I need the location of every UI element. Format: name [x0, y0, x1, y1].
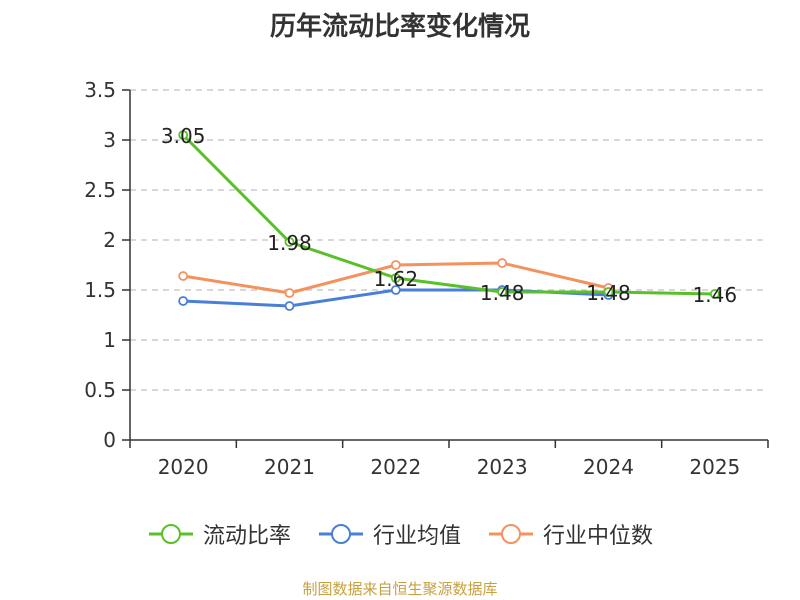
source-note: 制图数据来自恒生聚源数据库 — [302, 580, 498, 598]
data-label: 1.98 — [267, 231, 312, 255]
data-label: 1.48 — [480, 281, 525, 305]
legend: 流动比率 行业均值 行业中位数 — [0, 518, 800, 550]
y-tick-label: 1 — [103, 328, 116, 352]
x-tick-label: 2025 — [689, 455, 740, 479]
data-point — [284, 237, 295, 247]
data-point — [284, 301, 295, 311]
y-tick-label: 3.5 — [84, 78, 116, 102]
legend-swatch-icon — [489, 524, 533, 544]
legend-label: 行业中位数 — [543, 524, 654, 549]
x-tick-label: 2023 — [477, 455, 528, 479]
data-point — [178, 271, 189, 281]
data-point — [178, 296, 189, 306]
y-tick-label: 1.5 — [84, 278, 116, 302]
data-point — [178, 130, 189, 140]
legend-item[interactable]: 行业均值 — [317, 518, 461, 550]
data-point — [390, 273, 401, 283]
data-label: 1.48 — [586, 281, 631, 305]
y-tick-label: 3 — [103, 128, 116, 152]
chart-title: 历年流动比率变化情况 — [269, 12, 530, 42]
series-line — [182, 133, 715, 296]
data-point — [603, 287, 614, 297]
y-tick-label: 0.5 — [84, 378, 116, 402]
legend-item[interactable]: 流动比率 — [147, 518, 291, 550]
data-point — [284, 288, 295, 298]
data-label: 3.05 — [161, 124, 206, 148]
y-tick-label: 2.5 — [84, 178, 116, 202]
x-tick-label: 2021 — [264, 455, 315, 479]
data-point — [709, 289, 720, 299]
x-tick-label: 2024 — [583, 455, 634, 479]
data-label: 1.62 — [374, 267, 419, 291]
legend-label: 流动比率 — [202, 524, 291, 549]
data-label: 1.46 — [693, 283, 738, 307]
data-point — [497, 287, 508, 297]
data-point — [497, 258, 508, 268]
legend-label: 行业均值 — [372, 524, 461, 549]
x-tick-label: 2020 — [158, 455, 209, 479]
legend-item[interactable]: 行业中位数 — [487, 518, 653, 550]
data-point — [390, 285, 401, 295]
x-tick-label: 2022 — [370, 455, 421, 479]
y-tick-label: 2 — [103, 228, 116, 252]
data-point — [390, 260, 401, 270]
legend-swatch-icon — [148, 524, 193, 544]
legend-swatch-icon — [318, 524, 363, 544]
y-tick-label: 0 — [103, 428, 116, 452]
